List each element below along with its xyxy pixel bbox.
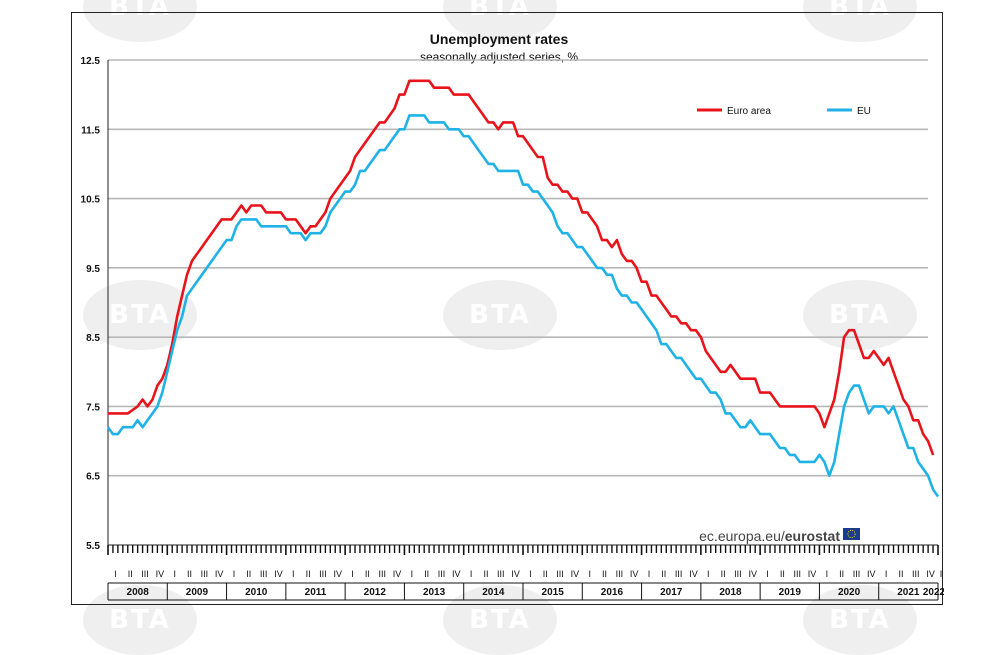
svg-text:ec.europa.eu/eurostat: ec.europa.eu/eurostat [699, 528, 840, 544]
x-year-label: 2011 [305, 587, 327, 598]
x-year-label: 2016 [601, 587, 624, 598]
x-year-label: 2013 [423, 587, 446, 598]
x-quarter-label: I [351, 569, 354, 579]
x-quarter-label: II [128, 569, 133, 579]
x-quarter-label: III [912, 569, 920, 579]
x-year-label: 2019 [779, 587, 802, 598]
x-quarter-label: IV [630, 569, 639, 579]
x-quarter-label: III [438, 569, 446, 579]
chart-title: Unemployment rates [430, 31, 569, 47]
x-quarter-label: IV [215, 569, 224, 579]
y-tick-label: 5.5 [86, 541, 100, 552]
x-quarter-label: II [780, 569, 785, 579]
x-quarter-label: III [378, 569, 386, 579]
legend-label-euro-area: Euro area [727, 106, 771, 117]
x-quarter-label: II [365, 569, 370, 579]
x-quarter-label: IV [926, 569, 935, 579]
x-quarter-label: I [588, 569, 591, 579]
y-tick-label: 10.5 [81, 195, 101, 206]
x-quarter-label: II [424, 569, 429, 579]
x-quarter-label: III [497, 569, 505, 579]
x-quarter-label: I [233, 569, 236, 579]
x-quarter-label: III [675, 569, 683, 579]
x-quarter-label: III [319, 569, 327, 579]
x-quarter-label: I [292, 569, 295, 579]
y-tick-label: 6.5 [86, 472, 100, 483]
source-prefix: ec.europa.eu/ [699, 528, 785, 544]
x-quarter-label: I [411, 569, 414, 579]
x-quarter-label: III [734, 569, 742, 579]
x-year-label: 2020 [838, 587, 861, 598]
x-quarter-label: IV [867, 569, 876, 579]
y-tick-label: 11.5 [81, 125, 100, 136]
x-year-label: 2018 [719, 587, 742, 598]
y-tick-label: 8.5 [86, 333, 100, 344]
y-tick-label: 12.5 [81, 56, 101, 67]
watermark-logo: BTA [443, 280, 557, 350]
x-year-label: 2015 [542, 587, 565, 598]
x-quarter-label: III [556, 569, 564, 579]
legend-label-eu: EU [857, 106, 871, 117]
x-quarter-label: IV [333, 569, 342, 579]
x-quarter-label: II [661, 569, 666, 579]
x-quarter-label: III [260, 569, 268, 579]
chart-frame: Unemployment rates seasonally adjusted s… [71, 12, 944, 605]
x-year-label: 2014 [482, 587, 505, 598]
x-year-label: 2021 [897, 587, 920, 598]
watermark-logo: BTA [803, 280, 917, 350]
x-quarter-label: II [721, 569, 726, 579]
x-quarter-label: III [201, 569, 209, 579]
x-quarter-label: I [707, 569, 710, 579]
series-line-euro-area [108, 79, 935, 456]
x-quarter-label: IV [274, 569, 283, 579]
x-quarter-label: I [648, 569, 651, 579]
x-quarter-label: II [839, 569, 844, 579]
x-quarter-label: II [306, 569, 311, 579]
x-quarter-label: I [885, 569, 888, 579]
x-year-label: 2022 [923, 587, 944, 598]
y-tick-label: 7.5 [86, 402, 100, 413]
x-quarter-label: II [187, 569, 192, 579]
x-quarter-label: IV [748, 569, 757, 579]
x-year-label: 2010 [245, 587, 268, 598]
x-quarter-label: I [826, 569, 829, 579]
x-year-label: 2012 [364, 587, 387, 598]
x-quarter-label: IV [511, 569, 520, 579]
x-quarter-label: IV [393, 569, 402, 579]
x-year-label: 2017 [660, 587, 683, 598]
chart-subtitle: seasonally adjusted series, % [420, 50, 578, 64]
x-quarter-label: II [483, 569, 488, 579]
x-quarter-label: II [602, 569, 607, 579]
x-quarter-label: II [543, 569, 548, 579]
x-year-label: 2009 [186, 587, 209, 598]
x-quarter-label: IV [452, 569, 461, 579]
eurostat-source: ec.europa.eu/eurostat [699, 528, 860, 544]
x-quarter-label: IV [571, 569, 580, 579]
eu-flag-stars-icon [847, 529, 856, 539]
source-brand: eurostat [785, 528, 841, 544]
x-quarter-label: I [114, 569, 117, 579]
x-year-label: 2008 [127, 587, 150, 598]
x-quarter-label: IV [156, 569, 165, 579]
x-quarter-label: I [173, 569, 176, 579]
x-quarter-label: IV [808, 569, 817, 579]
x-quarter-label: IV [689, 569, 698, 579]
x-quarter-label: III [793, 569, 801, 579]
series-line-eu [106, 114, 940, 498]
x-quarter-label: I [529, 569, 532, 579]
x-quarter-label: I [940, 569, 943, 579]
x-quarter-label: III [141, 569, 149, 579]
x-quarter-label: III [616, 569, 624, 579]
x-quarter-label: II [246, 569, 251, 579]
x-quarter-label: I [470, 569, 473, 579]
unemployment-line-chart: Unemployment rates seasonally adjusted s… [81, 31, 944, 601]
x-quarter-label: I [766, 569, 769, 579]
y-tick-label: 9.5 [86, 264, 100, 275]
x-quarter-label: II [898, 569, 903, 579]
eu-flag-icon [843, 528, 860, 540]
x-quarter-label: III [853, 569, 861, 579]
